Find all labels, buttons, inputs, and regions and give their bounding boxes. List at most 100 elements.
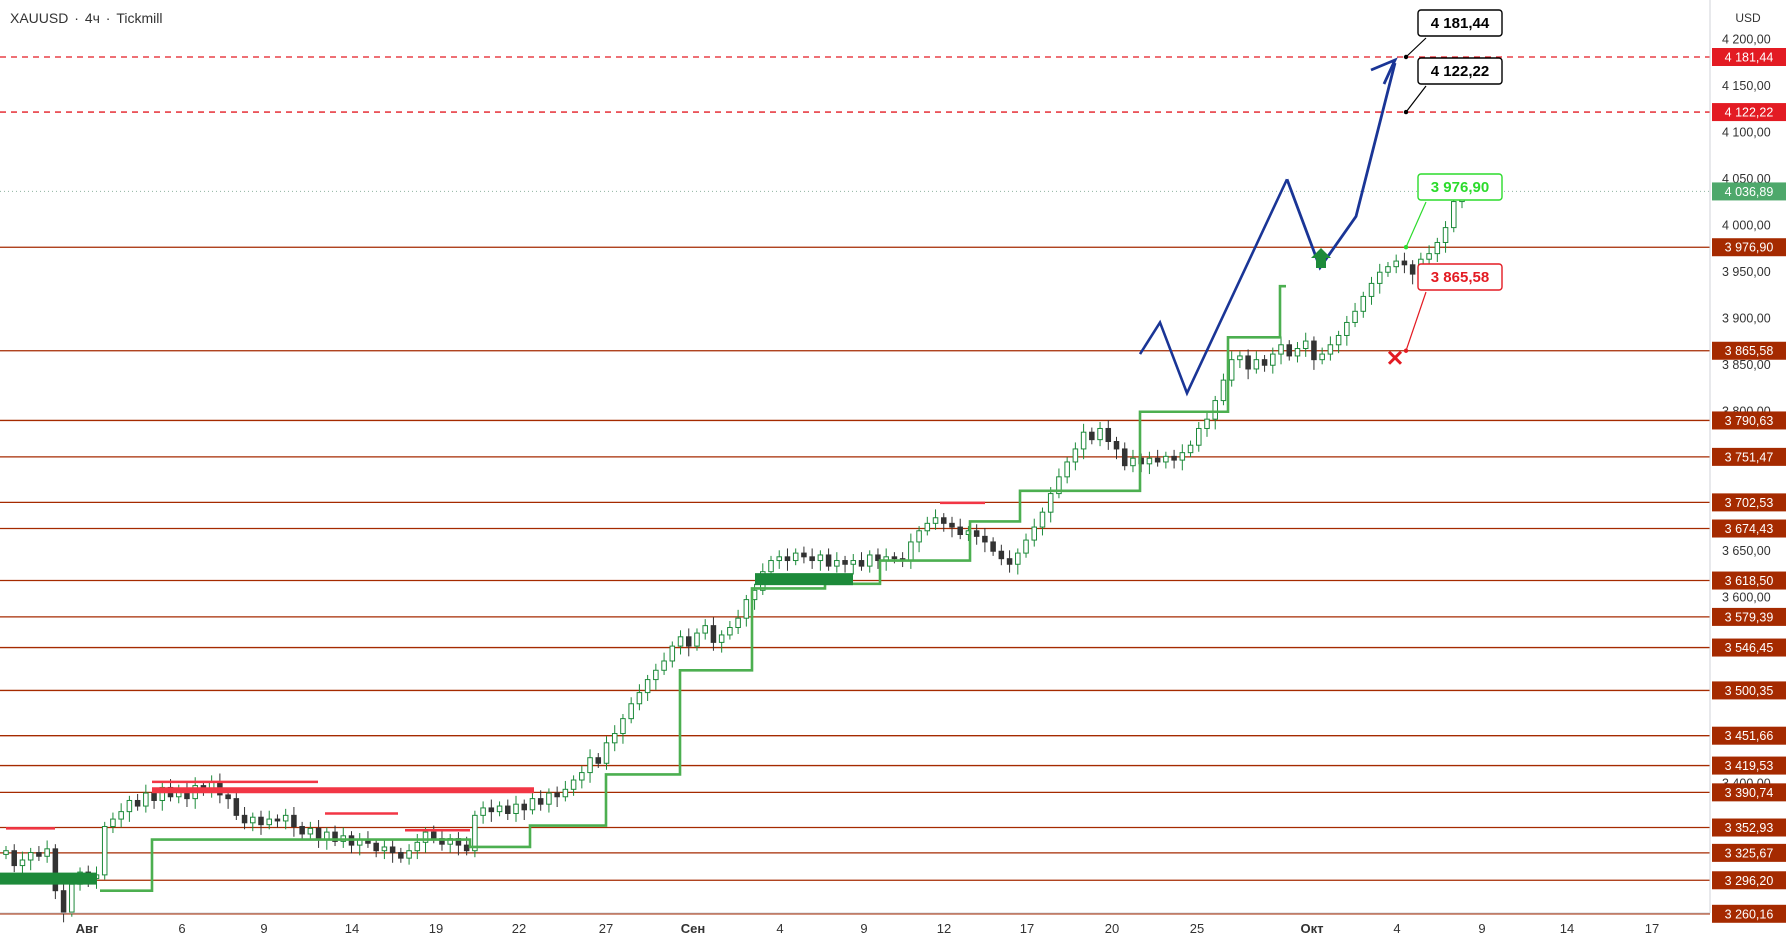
candle-body	[488, 807, 495, 813]
candle-body	[595, 757, 602, 764]
candle-body	[332, 831, 338, 842]
candle-body	[850, 560, 857, 565]
time-tick-label: 9	[860, 921, 867, 936]
time-tick-label: 22	[512, 921, 526, 936]
callout-pointer	[1405, 201, 1427, 248]
candle-body	[1154, 457, 1161, 463]
axis-label-bg	[1712, 48, 1786, 66]
candle-body	[1089, 431, 1095, 441]
resistance-zone-bar	[152, 787, 534, 794]
candle-body	[1270, 353, 1276, 366]
candle-body	[1294, 347, 1301, 357]
candle-body	[282, 814, 289, 822]
axis-label-text: 3 419,53	[1725, 759, 1774, 773]
candle-body	[1360, 295, 1367, 312]
candle-body	[998, 550, 1005, 560]
candle-body	[611, 733, 618, 744]
stop-cross-icon	[1387, 350, 1403, 365]
time-tick-label: Сен	[681, 921, 705, 936]
axis-label-text: 3 579,39	[1725, 610, 1774, 624]
candle-body	[1080, 431, 1087, 450]
callout-text: 3 976,90	[1431, 179, 1489, 196]
price-tick-label: 3 850,00	[1722, 358, 1771, 372]
price-tick-label: 3 600,00	[1722, 591, 1771, 605]
axis-label-bg	[1712, 818, 1786, 837]
candle-body	[628, 703, 634, 720]
candle-body	[776, 556, 783, 562]
candle-body	[1031, 526, 1038, 541]
time-tick-label: 9	[260, 921, 267, 936]
time-tick-label: Авг	[76, 921, 99, 936]
candle-body	[1237, 355, 1243, 361]
candle-body	[529, 798, 536, 811]
callout-pointer	[1405, 37, 1427, 58]
candle-body	[398, 852, 404, 859]
time-tick-label: 4	[776, 921, 783, 936]
axis-label-bg	[1712, 726, 1786, 745]
candle-body	[3, 850, 9, 855]
axis-label-bg	[1712, 519, 1786, 538]
price-tick-label: 4 100,00	[1722, 126, 1771, 140]
axis-label-text: 3 352,93	[1725, 821, 1774, 835]
candle-body	[842, 560, 848, 565]
axis-label-text: 3 751,47	[1725, 450, 1774, 464]
level-price-label: 3 500,35	[1712, 681, 1786, 700]
support-zone-block	[755, 573, 853, 586]
candle-body	[1072, 448, 1079, 463]
callout-anchor-dot	[1403, 348, 1409, 353]
callout-anchor-dot	[1403, 54, 1409, 60]
candle-body	[685, 636, 692, 647]
candle-body	[307, 827, 314, 835]
axis-label-text: 3 865,58	[1725, 344, 1774, 358]
candle-body	[1401, 260, 1408, 266]
forecast-arrowhead	[1370, 57, 1398, 85]
time-tick-label: 20	[1105, 921, 1119, 936]
callout-text: 4 181,44	[1431, 15, 1490, 32]
currency-label: USD	[1735, 11, 1761, 25]
candle-body	[570, 779, 577, 790]
callout-anchor-dot	[1403, 245, 1409, 250]
candle-body	[27, 852, 34, 861]
candle-body	[1335, 334, 1342, 346]
candle-body	[636, 692, 643, 705]
level-price-label: 3 390,74	[1712, 783, 1786, 802]
candle-body	[1006, 558, 1013, 565]
candle-body	[718, 634, 725, 643]
candle-body	[134, 799, 141, 807]
candle-body	[1434, 241, 1441, 255]
price-tick-label: 4 000,00	[1722, 219, 1771, 233]
candle-body	[1064, 461, 1070, 478]
candle-body	[949, 522, 955, 528]
candle-body	[620, 718, 626, 735]
time-tick-label: 14	[345, 921, 359, 936]
candle-body	[603, 742, 610, 764]
target-callout: 4 181,44	[1403, 9, 1503, 60]
axis-label-bg	[1712, 681, 1786, 700]
level-price-label: 3 419,53	[1712, 756, 1786, 775]
time-tick-label: 27	[599, 921, 613, 936]
candle-body	[1196, 427, 1202, 446]
level-price-label: 3 702,53	[1712, 493, 1786, 512]
axis-label-text: 3 674,43	[1725, 522, 1774, 536]
candle-body	[1442, 227, 1449, 243]
candle-body	[414, 841, 421, 852]
candle-body	[11, 850, 17, 867]
candle-body	[1311, 340, 1317, 361]
symbol-header: XAUUSD · 4ч · Tickmill	[10, 10, 165, 26]
price-tick-label: 4 200,00	[1722, 33, 1771, 47]
candle-body	[694, 632, 700, 647]
level-price-label: 3 618,50	[1712, 571, 1786, 590]
timeframe-label: 4ч	[84, 10, 100, 26]
candle-body	[1039, 511, 1046, 528]
candle-body	[1187, 444, 1194, 454]
header-separator: ·	[74, 10, 79, 26]
candle-body	[1393, 260, 1399, 268]
level-price-label: 3 451,66	[1712, 726, 1786, 745]
candle-body	[1426, 253, 1432, 260]
intraday-zigzag-path	[1138, 178, 1289, 397]
axis-label-bg	[1712, 756, 1786, 775]
time-tick-label: 25	[1190, 921, 1204, 936]
level-price-label: 3 674,43	[1712, 519, 1786, 538]
